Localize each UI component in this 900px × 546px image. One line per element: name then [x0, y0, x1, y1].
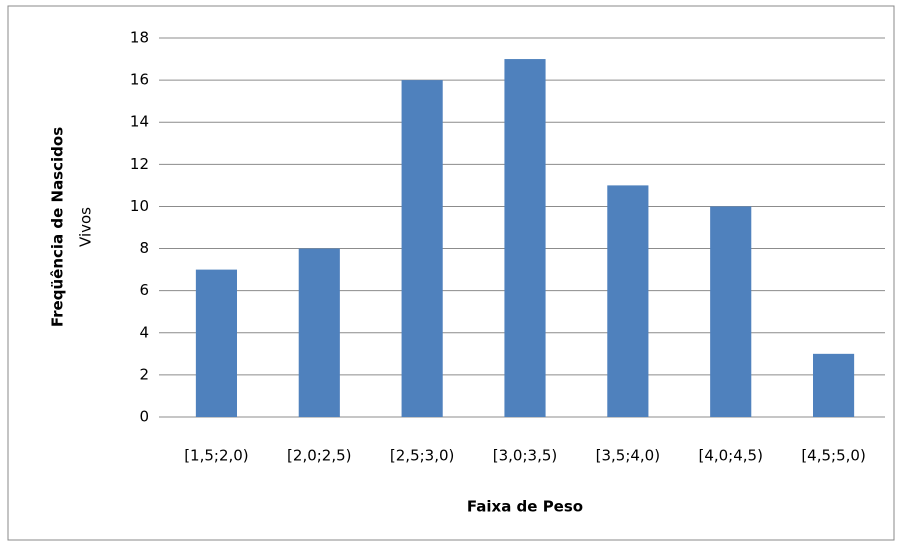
bar: [504, 59, 546, 418]
bar: [298, 248, 340, 417]
y-tick-label: 18: [130, 29, 149, 47]
x-tick-label: [1,5;2,0): [184, 447, 248, 465]
bar: [710, 206, 752, 417]
y-axis-title: Vivos: [77, 207, 95, 247]
x-tick-label: [4,5;5,0): [801, 447, 865, 465]
x-axis-title: Faixa de Peso: [467, 498, 583, 516]
x-tick-label: [4,0;4,5): [698, 447, 762, 465]
y-tick-label: 14: [130, 113, 149, 131]
bar: [401, 80, 443, 417]
x-tick-label: [3,5;4,0): [596, 447, 660, 465]
y-tick-label: 12: [130, 155, 149, 173]
y-tick-label: 8: [139, 239, 149, 257]
y-tick-label: 4: [139, 323, 149, 341]
bar: [813, 353, 855, 417]
x-tick-label: [3,0;3,5): [493, 447, 557, 465]
bar: [195, 269, 237, 417]
x-tick-label: [2,0;2,5): [287, 447, 351, 465]
bar: [607, 185, 649, 417]
y-tick-label: 2: [139, 365, 149, 383]
y-tick-label: 6: [139, 281, 149, 299]
y-axis-title: Freqüência de Nascidos: [49, 127, 67, 327]
y-tick-label: 0: [139, 408, 149, 426]
y-tick-label: 16: [130, 71, 149, 89]
y-tick-label: 10: [130, 197, 149, 215]
x-tick-label: [2,5;3,0): [390, 447, 454, 465]
